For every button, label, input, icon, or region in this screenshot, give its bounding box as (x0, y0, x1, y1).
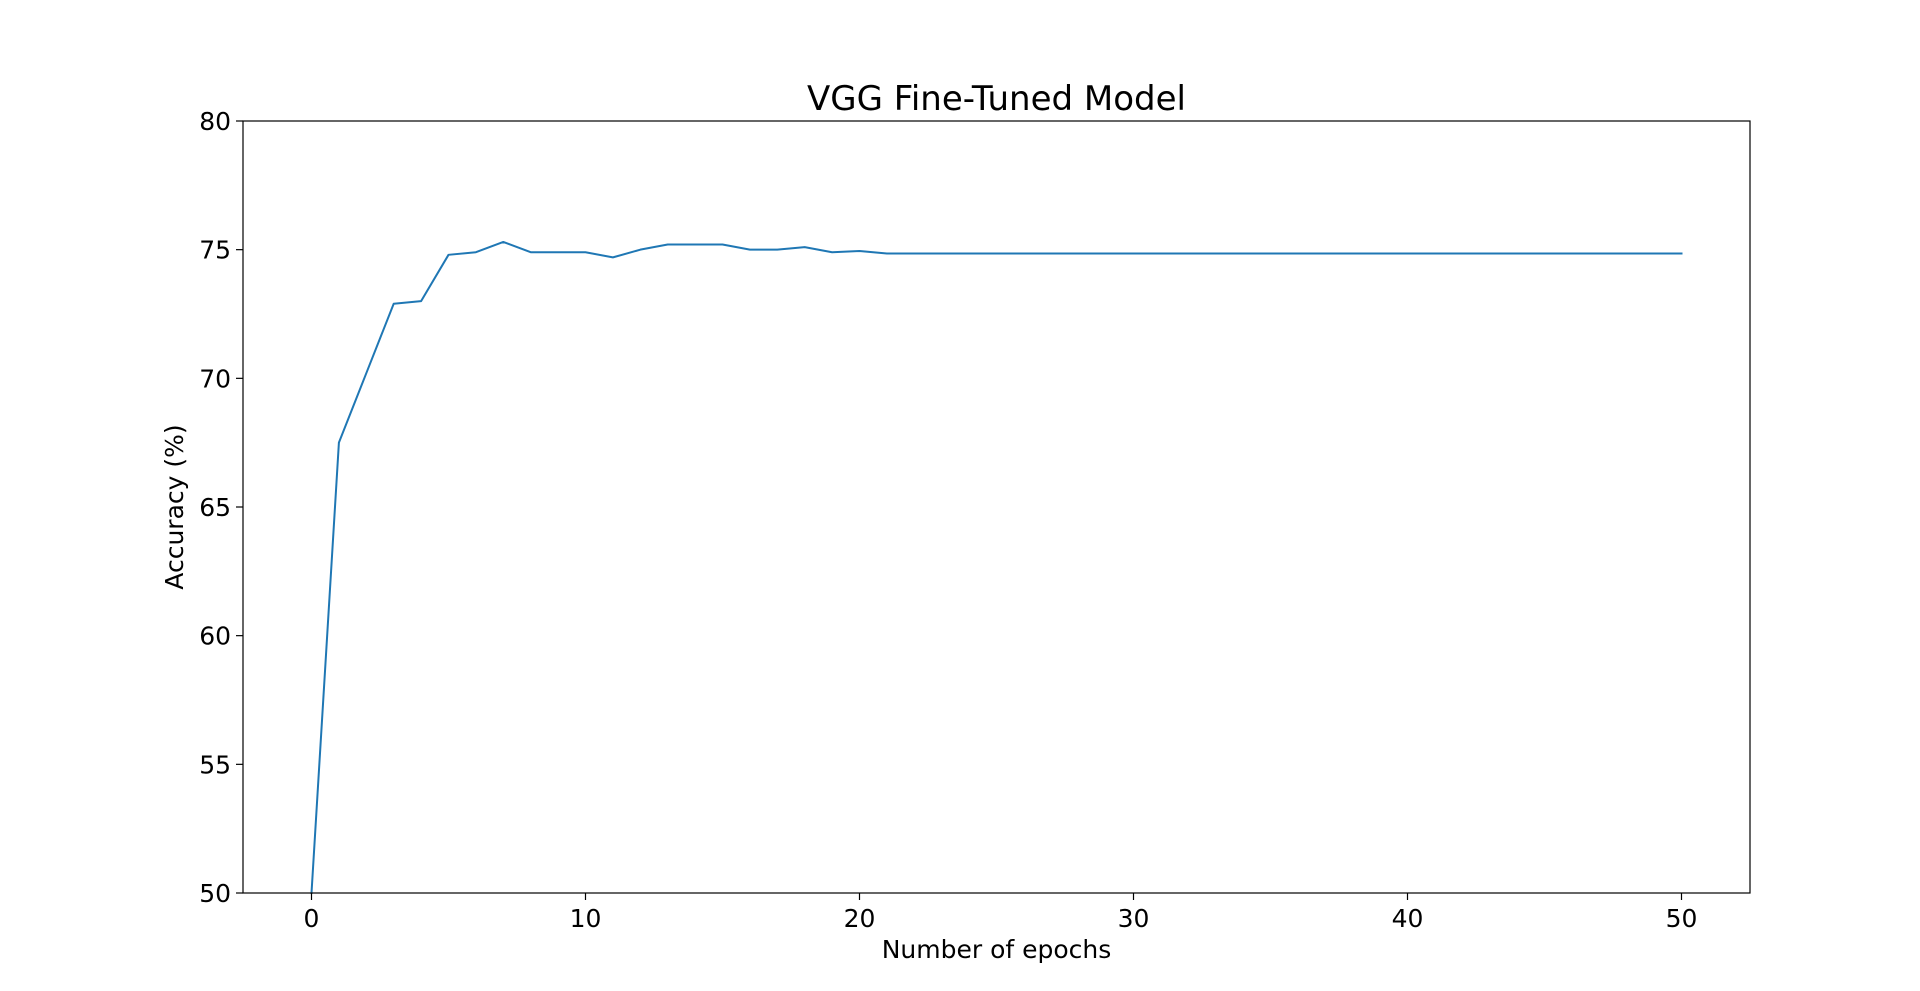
x-axis-ticks: 0 10 20 30 40 50 (304, 893, 1698, 933)
x-tick-label: 10 (570, 904, 602, 933)
x-tick-label: 30 (1118, 904, 1150, 933)
y-axis-ticks: 50 55 60 65 70 75 80 (199, 107, 243, 908)
chart-title: VGG Fine-Tuned Model (807, 79, 1186, 119)
x-tick-label: 0 (304, 904, 320, 933)
series-line-0 (310, 240, 1683, 895)
x-tick-label: 20 (844, 904, 876, 933)
y-tick-label: 50 (199, 879, 231, 908)
y-tick-label: 75 (199, 236, 231, 265)
y-tick-label: 65 (199, 493, 231, 522)
x-tick-label: 50 (1666, 904, 1698, 933)
x-tick-label: 40 (1392, 904, 1424, 933)
y-tick-label: 70 (199, 364, 231, 393)
y-tick-label: 60 (199, 622, 231, 651)
y-tick-label: 80 (199, 107, 231, 136)
y-tick-label: 55 (199, 750, 231, 779)
x-axis-title: Number of epochs (882, 935, 1112, 964)
y-axis-title: Accuracy (%) (160, 424, 189, 589)
